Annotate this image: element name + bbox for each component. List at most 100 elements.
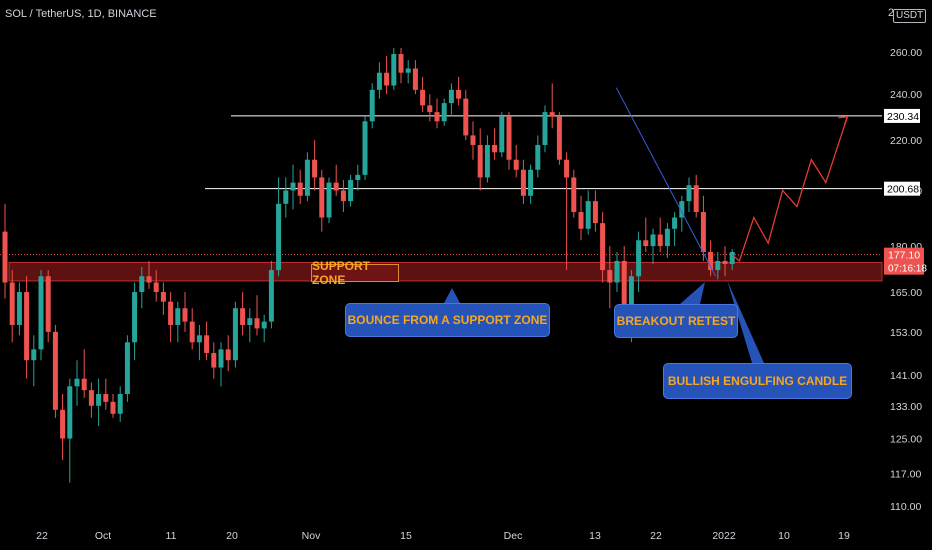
breakout-callout-text: BREAKOUT RETEST (616, 314, 736, 328)
candle-body (225, 349, 231, 361)
candle-body (204, 335, 210, 353)
x-tick-label: 19 (838, 530, 850, 542)
candle-body (290, 182, 296, 191)
candle-body (153, 282, 159, 293)
y-tick-label: 110.00 (890, 501, 921, 513)
candle-body (168, 301, 174, 325)
candle-body (621, 260, 627, 315)
breakout-callout: BREAKOUT RETEST (614, 304, 738, 338)
breakout-callout-pointer (680, 282, 705, 304)
candle-body (189, 321, 195, 343)
support-zone-band (8, 261, 883, 282)
candle-body (434, 112, 440, 122)
candle-body (326, 182, 332, 218)
candle-body (643, 240, 649, 247)
candle-body (679, 201, 685, 218)
candle-body (240, 308, 246, 325)
candle-body (196, 335, 202, 343)
candle-body (398, 54, 404, 73)
candle-body (722, 260, 728, 264)
bounce-callout: BOUNCE FROM A SUPPORT ZONE (345, 303, 550, 337)
candle-body (448, 89, 454, 104)
x-tick-label: 13 (589, 530, 601, 542)
candle-body (67, 386, 73, 439)
candle-body (24, 292, 30, 361)
x-tick-label: Oct (95, 530, 111, 542)
candle-body (261, 321, 267, 329)
candle-body (254, 318, 260, 329)
x-tick-label: 15 (400, 530, 412, 542)
candle-body (132, 292, 138, 343)
candle-body (182, 308, 188, 322)
candle-body (110, 401, 116, 414)
candle-body (348, 180, 354, 202)
last-price-label: 177.10 (888, 250, 920, 262)
last-price-box (884, 247, 924, 275)
bounce-callout-pointer (444, 288, 460, 303)
candle-body (376, 72, 382, 90)
y-tick-label: 260.00 (890, 47, 922, 59)
candle-body (542, 112, 548, 145)
candle-body (283, 190, 289, 204)
candle-body (456, 89, 462, 99)
candle-body (103, 394, 109, 402)
candle-body (232, 308, 238, 361)
y-tick-label: 153.00 (890, 327, 922, 339)
candle-body (319, 177, 325, 218)
candle-body (463, 98, 469, 136)
candle-body (657, 234, 663, 247)
level-label-230-box (884, 108, 920, 123)
candle-body (38, 276, 44, 350)
x-tick-label: 2022 (712, 530, 736, 542)
candle-body (492, 144, 498, 153)
candle-body (636, 240, 642, 277)
candle-body (484, 144, 490, 178)
candle-body (218, 349, 224, 368)
candle-body (74, 378, 80, 387)
level-label-200: 200.68 (887, 184, 919, 196)
candle-body (139, 276, 145, 293)
support-zone-label: SUPPORT ZONE (311, 259, 399, 287)
candle-body (585, 201, 591, 229)
y-tick-label: 133.00 (890, 401, 922, 413)
candle-body (549, 112, 555, 117)
candle-body (45, 276, 51, 332)
candle-body (535, 144, 541, 170)
candle-body (304, 159, 310, 196)
candle-body (31, 349, 37, 361)
candle-body (146, 276, 152, 283)
trendline (615, 87, 717, 277)
candle-body (52, 331, 58, 410)
y-tick-label: 240.00 (890, 89, 922, 101)
x-tick-label: 20 (226, 530, 238, 542)
candle-body (470, 135, 476, 145)
candle-body (427, 105, 433, 113)
x-tick-label: Nov (302, 530, 321, 542)
candle-body (60, 409, 66, 439)
candle-body (564, 159, 570, 178)
engulfing-callout-pointer (727, 280, 764, 363)
candle-body (247, 318, 253, 325)
candle-body (513, 159, 519, 170)
candle-body (506, 116, 512, 160)
candle-body (312, 159, 318, 178)
candle-body (211, 352, 217, 368)
candle-body (477, 144, 483, 178)
x-tick-label: 10 (778, 530, 790, 542)
candle-body (391, 54, 397, 86)
candle-body (664, 228, 670, 247)
candle-body (160, 292, 166, 302)
x-tick-label: Dec (504, 530, 523, 542)
x-tick-label: 22 (36, 530, 48, 542)
currency-badge[interactable]: USDT (893, 9, 927, 23)
candle-body (520, 169, 526, 196)
y-tick-label: 141.00 (890, 370, 922, 382)
y-tick-label: 125.00 (890, 434, 922, 446)
candle-body (369, 89, 375, 122)
candle-body (362, 121, 368, 175)
candle-body (268, 270, 274, 322)
candle-body (340, 190, 346, 202)
candle-body (276, 203, 282, 271)
